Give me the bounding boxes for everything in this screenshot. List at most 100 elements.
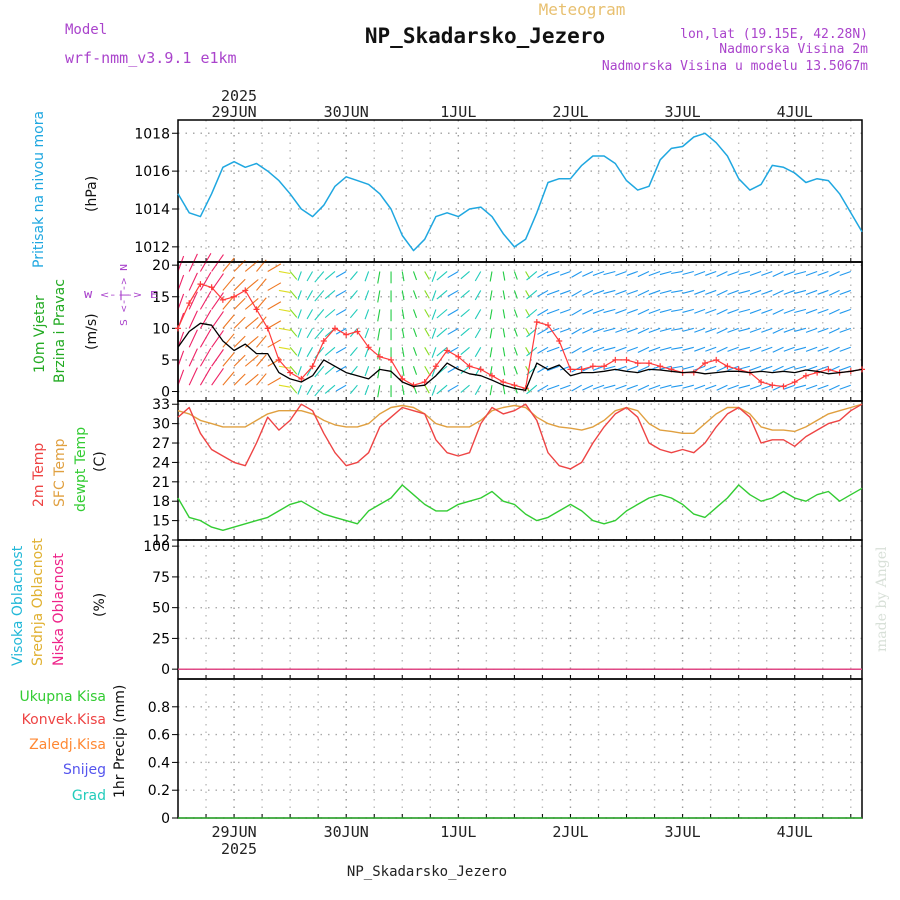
wind-barb — [314, 365, 325, 378]
wind-barb — [513, 290, 518, 299]
wind-barb — [297, 328, 302, 338]
wind-barb — [546, 289, 560, 296]
wind-barb — [783, 327, 795, 333]
wind-barb — [805, 384, 818, 390]
cloud-unit: (%) — [92, 593, 108, 617]
wind-barb — [727, 384, 739, 390]
top-day-labels: 29JUN 30JUN 1JUL 2JUL 3JUL 4JUL — [211, 103, 812, 121]
wind-barb — [306, 309, 314, 320]
wind-barb — [761, 308, 773, 314]
wind-barb — [727, 346, 739, 352]
wind-barb — [805, 327, 818, 333]
wind-barb — [177, 293, 185, 310]
wind-barb — [364, 385, 370, 396]
wind-mean-line — [177, 322, 863, 391]
y-tick-label: 0.8 — [148, 700, 170, 716]
wind-barb — [559, 346, 571, 352]
wind-barb — [199, 290, 212, 310]
wind-barb — [335, 271, 347, 278]
cloud-panel: 0 25 50 75 100 — [143, 539, 863, 680]
wind-barb — [502, 347, 506, 357]
wind-barb — [783, 308, 795, 314]
wind-barb — [278, 270, 291, 275]
wind-barb — [671, 289, 683, 293]
wind-barb — [349, 365, 358, 376]
wind-gust-marker — [376, 353, 383, 360]
wind-barb — [335, 384, 347, 392]
y-tick-label: 0 — [161, 811, 170, 827]
wind-barb — [716, 346, 728, 353]
wind-barb — [648, 270, 661, 277]
wind-gust-marker — [365, 344, 372, 351]
wind-barb — [324, 384, 336, 394]
wind-barb — [761, 384, 773, 390]
wind-gust-marker — [488, 372, 495, 379]
wind-barb — [705, 308, 717, 314]
panel-frame — [177, 119, 863, 263]
wind-barb — [424, 347, 430, 356]
wind-barb — [839, 384, 851, 390]
temp-ylabel-1: 2m Temp — [31, 443, 47, 507]
pressure-panel: 1012 1014 1016 1018 — [134, 119, 863, 263]
wind-barb — [377, 385, 381, 398]
wind-barb — [749, 327, 762, 333]
wind-barb — [637, 308, 650, 316]
wind-barb — [682, 308, 694, 313]
temp-ylabel-2: SFC Temp — [52, 438, 68, 507]
wind-barb — [489, 271, 493, 282]
wind-barb — [424, 309, 430, 318]
wind-barb — [297, 366, 302, 376]
wind-barb — [460, 308, 470, 318]
wind-barb — [537, 289, 549, 298]
wind-barb — [377, 290, 381, 303]
wind-gust-marker — [388, 356, 395, 363]
wind-gust-marker — [477, 366, 484, 373]
wind-barb — [211, 368, 224, 386]
wind-barb — [839, 308, 851, 314]
y-tick-label: 27 — [152, 436, 170, 452]
pressure-unit: (hPa) — [84, 176, 100, 212]
wind-gust-marker — [197, 281, 204, 288]
wind-barb — [412, 328, 418, 337]
wind-barb — [648, 308, 661, 315]
y-tick-label: 12 — [152, 533, 170, 549]
wind-barb — [314, 271, 325, 283]
wind-barb — [474, 290, 482, 301]
wind-barb — [582, 346, 594, 353]
wind-barb — [839, 289, 851, 295]
wind-barb — [177, 369, 185, 386]
y-tick-label: 25 — [152, 631, 170, 647]
bottom-day-label: 2JUL — [552, 823, 588, 841]
wind-barb — [233, 373, 246, 386]
wind-barb — [537, 384, 549, 392]
wind-barb — [637, 327, 650, 334]
top-year-label: 2025 — [221, 87, 257, 105]
wind-barb — [314, 290, 325, 302]
wind-barb — [513, 366, 518, 375]
y-tick-label: 15 — [152, 290, 170, 306]
wind-barb — [805, 346, 818, 352]
wind-barb — [431, 290, 437, 301]
wind-panel: 0 5 10 15 20 — [152, 253, 865, 402]
top-day-label: 1JUL — [440, 103, 476, 121]
wind-barb — [592, 270, 605, 277]
wind-gust-marker — [645, 360, 652, 367]
wind-barb — [582, 270, 594, 277]
wind-barb — [537, 346, 549, 354]
precip-legend-conv: Konvek.Kisa — [22, 712, 106, 728]
wind-barb — [648, 289, 661, 296]
wind-barb — [727, 327, 739, 333]
wind-barb — [233, 278, 246, 291]
wind-barb — [571, 271, 582, 278]
wind-barb — [615, 289, 627, 295]
wind-barb — [474, 328, 482, 339]
panel-frame — [177, 539, 863, 680]
wind-barb — [297, 290, 302, 300]
wind-barb — [783, 365, 795, 371]
wind-barb — [603, 346, 616, 351]
wind-barb — [659, 327, 672, 332]
model-label: Model — [65, 22, 107, 38]
wind-barb — [794, 270, 807, 276]
wind-barb — [615, 308, 627, 314]
